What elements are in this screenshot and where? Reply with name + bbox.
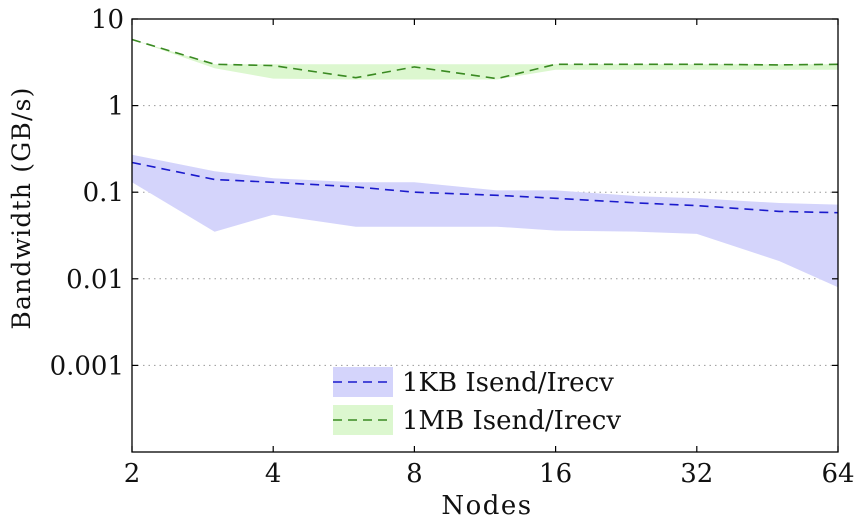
legend-1mb-label: 1MB Isend/Irecv (402, 406, 621, 436)
plot-frame (131, 18, 839, 453)
y-tick-label: 1 (107, 92, 124, 122)
x-tick-label: 32 (680, 459, 713, 489)
x-tick-label: 8 (406, 459, 423, 489)
x-tick-label: 2 (124, 459, 141, 489)
y-axis-label: Bandwidth (GB/s) (7, 86, 36, 329)
series-1kb-line (131, 161, 839, 214)
legend-1kb-label: 1KB Isend/Irecv (402, 368, 614, 398)
series-1mb-range-band (132, 39, 838, 80)
tick-layer: 0.001 0.01 0.1 1 10 2 4 8 16 32 64 (50, 5, 855, 489)
x-tick-label: 64 (821, 459, 854, 489)
y-tick-label: 10 (91, 5, 124, 35)
series-1kb-range-band (132, 154, 838, 288)
y-tick-label: 0.001 (50, 351, 124, 381)
x-axis-label: Nodes (441, 491, 532, 521)
series-1mb-line (131, 38, 839, 80)
line-layer (131, 38, 839, 214)
y-tick-label: 0.01 (66, 265, 124, 295)
band-layer (132, 39, 838, 288)
legend: 1KB Isend/Irecv 1MB Isend/Irecv (333, 367, 621, 436)
y-tick-label: 0.1 (83, 178, 124, 208)
x-tick-label: 16 (539, 459, 572, 489)
x-tick-label: 4 (265, 459, 282, 489)
